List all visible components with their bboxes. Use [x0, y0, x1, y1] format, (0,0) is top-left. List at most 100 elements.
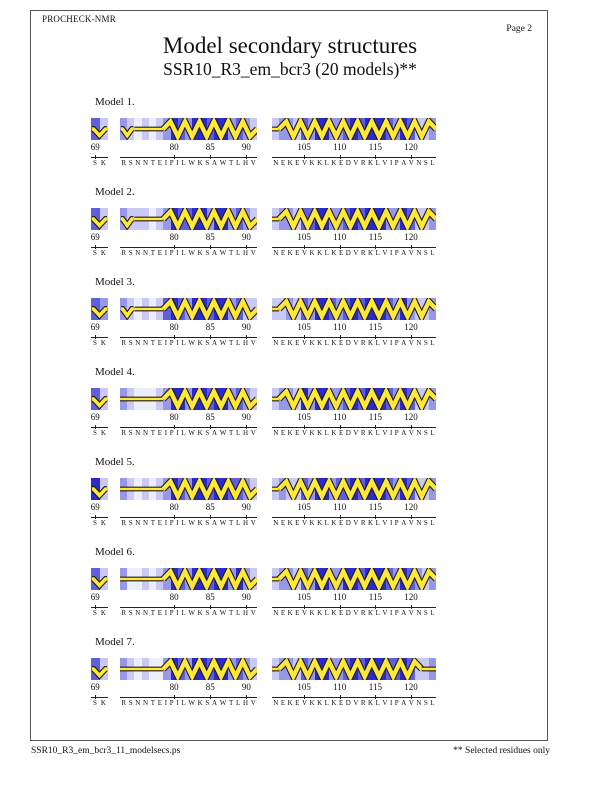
- sequence-ruler: [91, 427, 108, 428]
- sequence-letter: T: [150, 609, 156, 617]
- residue-tick-label: 105: [297, 322, 311, 332]
- sequence-letter: K: [197, 249, 203, 257]
- sequence-letter: R: [121, 339, 127, 347]
- sequence-letter: N: [143, 429, 149, 437]
- sequence-letter: L: [181, 429, 186, 437]
- sequence-letter: K: [287, 699, 293, 707]
- sequence-letter: L: [181, 159, 186, 167]
- app-title: PROCHECK-NMR: [42, 14, 116, 24]
- residue-tick-label: 85: [205, 682, 215, 692]
- sequence-letter: H: [242, 249, 249, 257]
- sequence-letter: K: [317, 249, 323, 257]
- sequence-letter: E: [338, 339, 344, 347]
- sequence-letter: V: [353, 159, 359, 167]
- sequence-letter: S: [205, 159, 210, 167]
- residue-tick-label: 69: [90, 142, 100, 152]
- residue-tick-label: 90: [241, 592, 251, 602]
- sequence-letter: S: [205, 519, 210, 527]
- sequence-letter: I: [176, 159, 179, 167]
- bend-glyph: [92, 487, 107, 499]
- sequence-letter: E: [280, 519, 286, 527]
- sequence-letter: K: [368, 699, 374, 707]
- helix-glyph: [161, 658, 258, 680]
- sequence-letter: I: [164, 519, 168, 527]
- helix-glyph: [161, 118, 258, 140]
- sequence-letter: E: [157, 699, 163, 707]
- sequence-letter: K: [317, 339, 323, 347]
- sequence-letter: N: [416, 699, 422, 707]
- sequence-letter: S: [128, 249, 133, 257]
- sequence-letter: V: [250, 159, 256, 167]
- model-label: Model 7.: [95, 636, 135, 648]
- bend-glyph: [92, 307, 107, 319]
- sequence-letter: K: [309, 339, 315, 347]
- sequence-letter: K: [331, 339, 337, 347]
- sequence-letter: K: [317, 159, 323, 167]
- sequence-letter: E: [338, 699, 344, 707]
- sequence-letter: V: [408, 249, 414, 257]
- sequence-letter: A: [212, 609, 218, 617]
- sequence-ruler: [272, 247, 436, 248]
- sequence-letter: H: [242, 519, 249, 527]
- structure-glyphs: [91, 126, 108, 140]
- helix-glyph: [277, 118, 436, 140]
- structure-glyphs: [120, 478, 258, 500]
- structure-glyphs: [272, 208, 436, 230]
- residue-tick-label: 69: [90, 682, 100, 692]
- residue-tick-label: 115: [368, 232, 382, 242]
- sequence-ruler: [91, 517, 108, 518]
- sequence-letter: L: [430, 159, 435, 167]
- model-block: Model 7. 69 S K 80 85 90 R S N N T E I P I L W K S A W T L H V 105…: [0, 636, 612, 726]
- residue-tick-label: 110: [333, 592, 347, 602]
- structure-glyphs: [120, 118, 258, 140]
- sequence-letter: W: [188, 249, 195, 257]
- sequence-letter: I: [176, 519, 179, 527]
- sequence-letter: V: [353, 339, 359, 347]
- model-label: Model 6.: [95, 546, 135, 558]
- residue-tick-label: 69: [90, 502, 100, 512]
- sequence-letter: K: [197, 609, 203, 617]
- sequence-letter: P: [169, 339, 174, 347]
- sequence-letter: R: [360, 339, 366, 347]
- helix-glyph: [161, 478, 258, 500]
- sequence-letter: K: [197, 159, 203, 167]
- structure-glyphs: [272, 118, 436, 140]
- sequence-letter: T: [150, 159, 156, 167]
- sequence-ruler: [272, 517, 436, 518]
- sequence-letter: R: [360, 159, 366, 167]
- sequence-letter: L: [375, 159, 380, 167]
- sequence-letter: A: [212, 519, 218, 527]
- sequence-letter: E: [157, 249, 163, 257]
- residue-tick-label: 80: [169, 412, 179, 422]
- sequence-letter: L: [181, 609, 186, 617]
- sequence-letter: N: [135, 519, 141, 527]
- helix-glyph: [277, 208, 436, 230]
- sequence-letter: K: [368, 429, 374, 437]
- sequence-letter: N: [143, 249, 149, 257]
- sequence-letter: V: [408, 609, 414, 617]
- sequence-letter: K: [309, 609, 315, 617]
- sequence-letter: P: [394, 159, 399, 167]
- structure-glyphs: [120, 298, 258, 320]
- sequence-letter: T: [229, 339, 234, 347]
- sequence-letter: S: [205, 429, 210, 437]
- sequence-letter: I: [176, 699, 179, 707]
- sequence-letter: V: [408, 159, 414, 167]
- sequence-letter: S: [423, 339, 428, 347]
- residue-tick-label: 105: [297, 232, 311, 242]
- sequence-letter: H: [242, 429, 249, 437]
- sequence-letter: P: [394, 429, 399, 437]
- sequence-letter: L: [324, 699, 329, 707]
- sequence-letter: E: [338, 159, 344, 167]
- sequence-ruler: [120, 697, 258, 698]
- sequence-letter: L: [375, 249, 380, 257]
- sequence-letter: T: [229, 429, 234, 437]
- sequence-letter: K: [197, 339, 203, 347]
- sequence-letter: S: [423, 249, 428, 257]
- sequence-letter: N: [273, 519, 279, 527]
- model-label: Model 5.: [95, 456, 135, 468]
